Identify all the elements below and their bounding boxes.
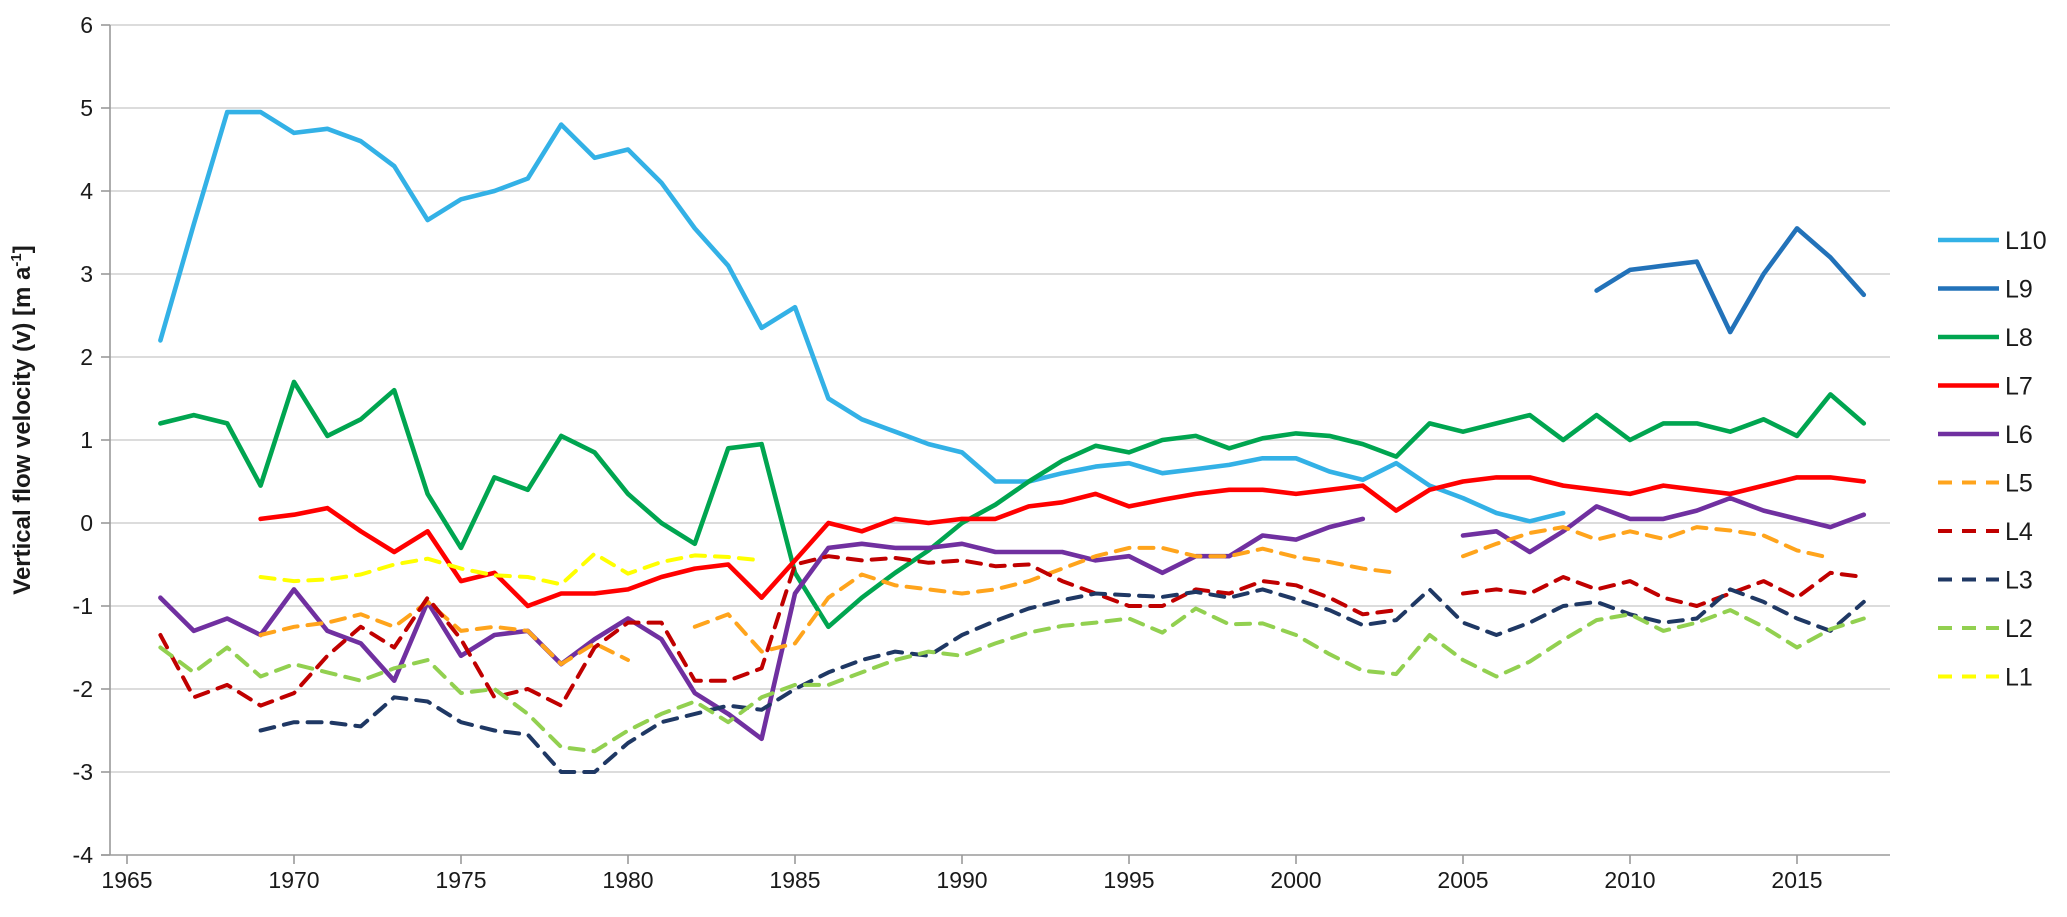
x-tick-label: 1995 bbox=[1103, 867, 1154, 893]
series-line-L5 bbox=[692, 545, 1399, 654]
legend-label-L4: L4 bbox=[2005, 518, 2033, 546]
series-line-L4 bbox=[1461, 570, 1866, 608]
y-axis-title: Vertical flow velocity (v) [m a-1] bbox=[8, 245, 36, 595]
y-tick-label: -2 bbox=[73, 676, 93, 702]
legend-label-L10: L10 bbox=[2005, 227, 2047, 255]
series-line-L4 bbox=[158, 554, 1399, 708]
x-tick-label: 1980 bbox=[602, 867, 653, 893]
x-tick-label: 2000 bbox=[1270, 867, 1321, 893]
legend-label-L7: L7 bbox=[2005, 373, 2033, 401]
y-tick-label: -3 bbox=[73, 759, 93, 785]
x-tick-label: 1985 bbox=[769, 867, 820, 893]
series-line-L10 bbox=[158, 109, 1566, 524]
x-tick-label: 1975 bbox=[435, 867, 486, 893]
x-tick-label: 2015 bbox=[1771, 867, 1822, 893]
legend-label-L2: L2 bbox=[2005, 615, 2033, 643]
legend-label-L9: L9 bbox=[2005, 276, 2033, 304]
series-line-L6 bbox=[1460, 495, 1867, 555]
y-tick-label: 2 bbox=[80, 344, 93, 370]
y-tick-label: 0 bbox=[80, 510, 93, 536]
legend-label-L3: L3 bbox=[2005, 567, 2033, 595]
series-line-L2 bbox=[158, 606, 1866, 754]
legend-label-L8: L8 bbox=[2005, 324, 2033, 352]
series-line-L8 bbox=[158, 379, 1867, 630]
series-line-L6 bbox=[158, 516, 1366, 742]
y-tick-label: -1 bbox=[73, 593, 93, 619]
x-tick-label: 1990 bbox=[936, 867, 987, 893]
y-tick-label: 1 bbox=[80, 427, 93, 453]
legend-label-L6: L6 bbox=[2005, 421, 2033, 449]
series-line-L9 bbox=[1594, 226, 1867, 335]
legend-label-L1: L1 bbox=[2005, 664, 2033, 692]
y-tick-label: 4 bbox=[80, 178, 93, 204]
x-tick-label: 1970 bbox=[268, 867, 319, 893]
y-tick-label: -4 bbox=[73, 842, 94, 868]
series-line-L3 bbox=[258, 587, 1866, 774]
x-tick-label: 2005 bbox=[1437, 867, 1488, 893]
series-line-L5 bbox=[258, 599, 630, 667]
x-tick-label: 1965 bbox=[101, 867, 152, 893]
y-tick-label: 3 bbox=[80, 261, 93, 287]
series-line-L5 bbox=[1461, 525, 1833, 560]
series-line-L1 bbox=[258, 551, 764, 587]
legend-label-L5: L5 bbox=[2005, 470, 2033, 498]
series-line-L7 bbox=[258, 475, 1867, 609]
y-tick-label: 5 bbox=[80, 95, 93, 121]
y-tick-label: 6 bbox=[80, 12, 93, 38]
x-tick-label: 2010 bbox=[1604, 867, 1655, 893]
